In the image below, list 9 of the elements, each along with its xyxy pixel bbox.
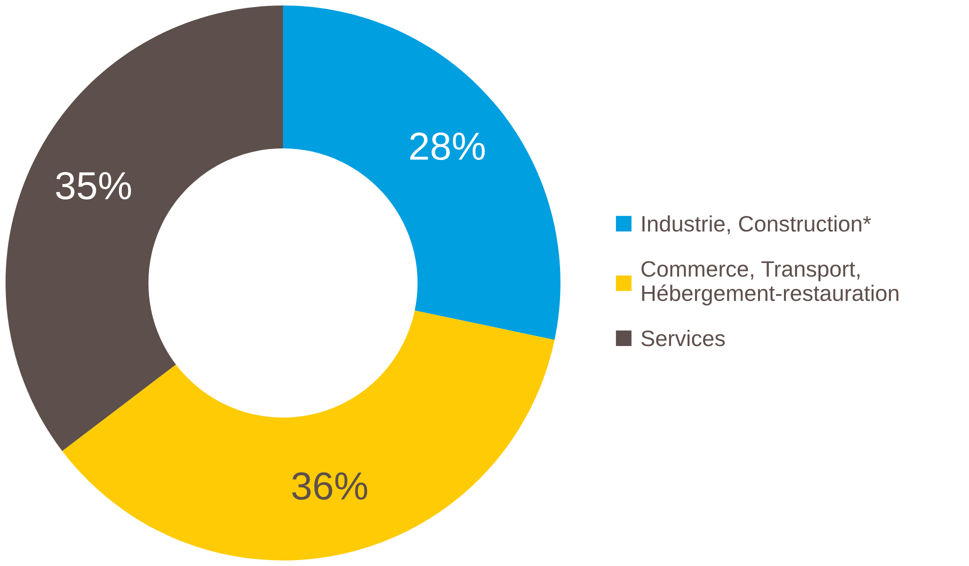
donut-slice xyxy=(6,6,283,452)
data-label: 35% xyxy=(56,172,131,200)
legend-label: Commerce, Transport, Hébergement-restauration xyxy=(642,261,898,306)
data-label: 28% xyxy=(410,132,485,160)
donut-slice xyxy=(62,310,555,560)
donut-slice xyxy=(283,6,560,340)
legend-label: Services xyxy=(641,330,725,346)
data-label: 36% xyxy=(292,472,368,500)
legend-label: Industrie, Construction* xyxy=(642,215,872,234)
